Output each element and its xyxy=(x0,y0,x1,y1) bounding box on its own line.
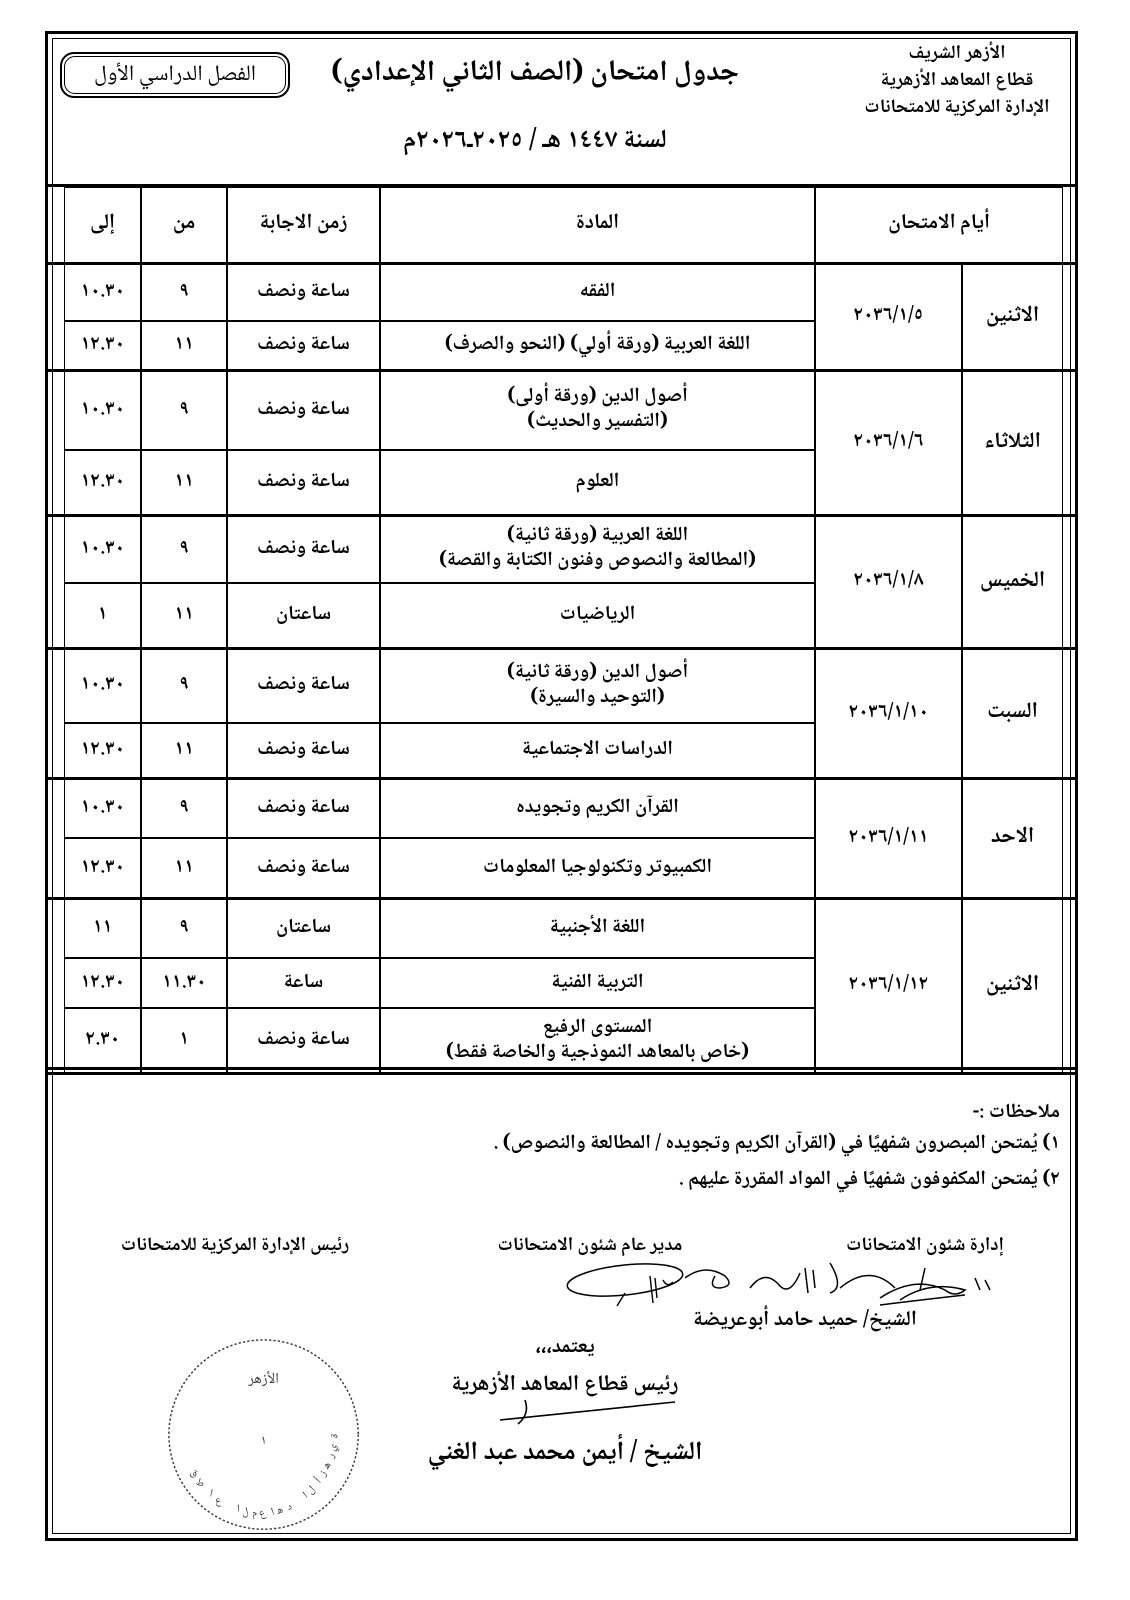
svg-text:ة: ة xyxy=(325,1431,344,1441)
svg-text:د: د xyxy=(283,1497,296,1516)
svg-text:ا: ا xyxy=(208,1485,215,1504)
svg-text:١: ١ xyxy=(261,1431,267,1453)
svg-text:ل: ل xyxy=(241,1502,250,1522)
svg-text:ع: ع xyxy=(214,1491,223,1511)
svg-text:ا: ا xyxy=(237,1500,241,1519)
svg-text:الأزهر: الأزهر xyxy=(247,1368,279,1393)
